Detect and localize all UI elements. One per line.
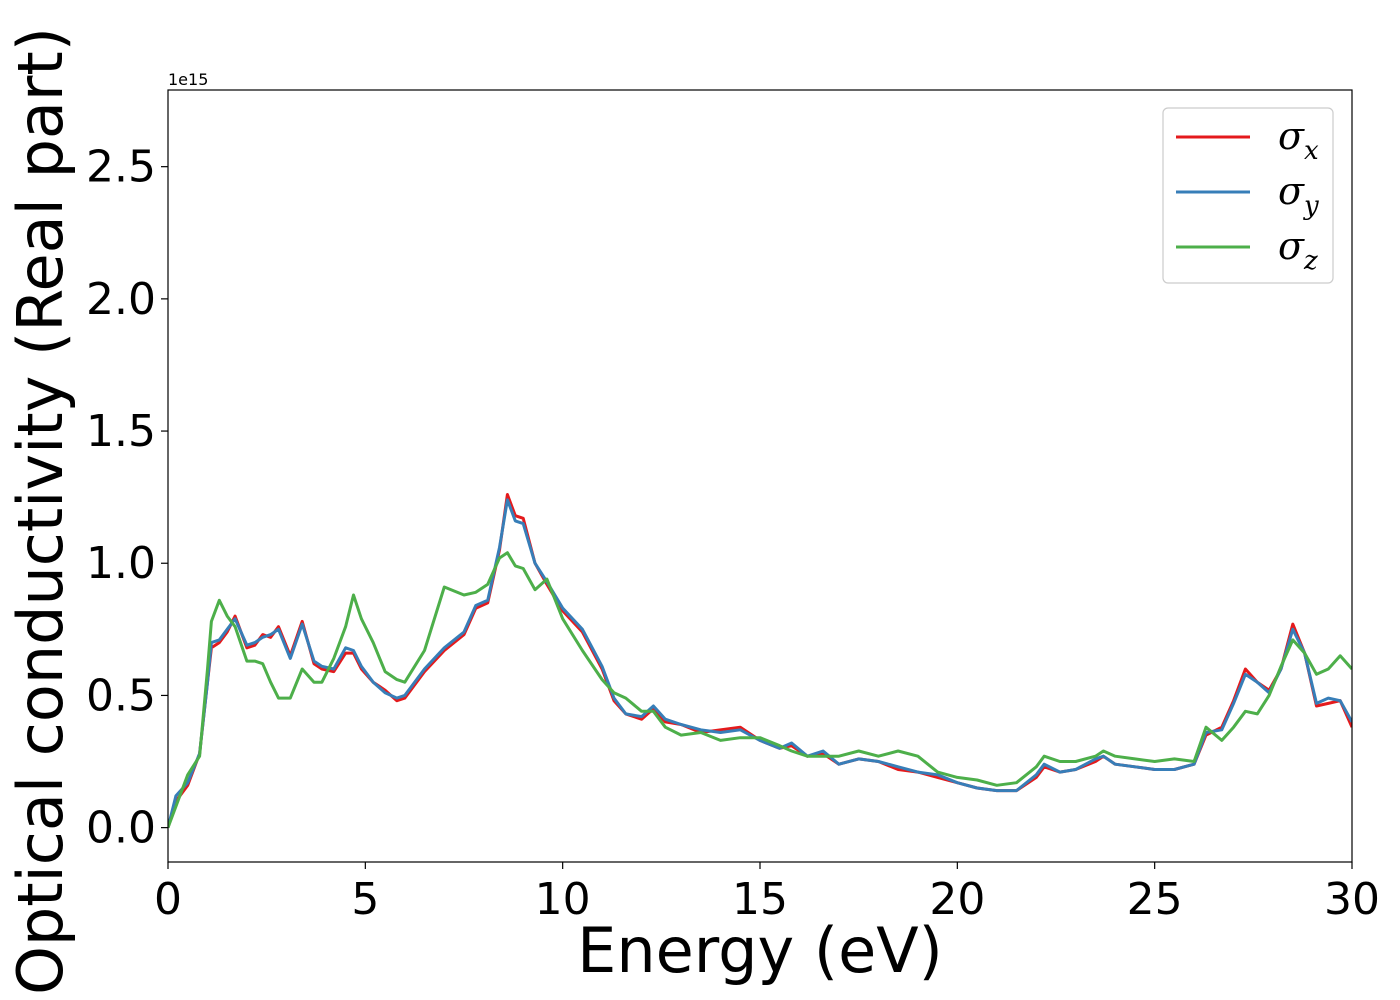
x-tick-label: 10 xyxy=(535,874,591,925)
series-line-y xyxy=(168,498,1352,828)
y-tick-label: 1.0 xyxy=(86,538,156,589)
x-tick-label: 30 xyxy=(1324,874,1380,925)
legend-label-z: σz xyxy=(1278,224,1318,276)
legend-box xyxy=(1162,107,1334,284)
x-axis-label: Energy (eV) xyxy=(577,914,943,987)
plot-frame xyxy=(167,89,1353,863)
y-axis-label: Optical conductivity (Real part) xyxy=(4,27,77,995)
x-tick-label: 25 xyxy=(1127,874,1183,925)
x-tick-label: 0 xyxy=(154,874,182,925)
x-tick-label: 20 xyxy=(929,874,985,925)
y-tick-label: 1.5 xyxy=(86,406,156,457)
y-tick-label: 2.5 xyxy=(86,142,156,193)
x-tick-label: 15 xyxy=(732,874,788,925)
y-offset-label: 1e15 xyxy=(168,70,208,89)
y-tick-label: 0.0 xyxy=(86,803,156,854)
y-tick-label: 2.0 xyxy=(86,274,156,325)
y-tick-label: 0.5 xyxy=(86,670,156,721)
plot-lines xyxy=(168,493,1352,829)
series-line-z xyxy=(168,551,1352,829)
series-line-x xyxy=(168,493,1352,829)
x-tick-label: 5 xyxy=(351,874,379,925)
axis-ticks: 0 5 10 15 20 25 30 0.0 0.5 1.0 1.5 2.0 2.5 xyxy=(86,142,1380,925)
